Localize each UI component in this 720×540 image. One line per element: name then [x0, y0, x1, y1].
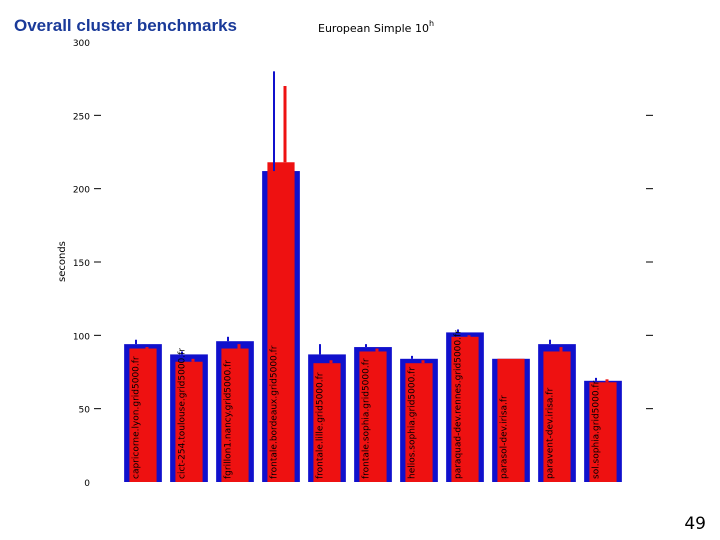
- category-label: frontale.bordeaux.grid5000.fr: [269, 345, 279, 479]
- category-label: frontale.lille.grid5000.fr: [315, 372, 325, 479]
- bar-series-2: [221, 348, 249, 482]
- page-number: 49: [684, 514, 706, 534]
- bar-series-2: [497, 358, 525, 482]
- y-axis-label: seconds: [57, 241, 68, 282]
- bar-series-2: [175, 361, 203, 482]
- y-tick-label: 0: [84, 479, 90, 489]
- chart-title-main: European Simple 10: [318, 22, 429, 35]
- category-label: capricorne.lyon.grid5000.fr: [131, 356, 141, 479]
- bar-series-2: [451, 336, 479, 482]
- y-ticks: 0 50 100 150 200 250 300: [73, 39, 653, 489]
- bar-series-2: [313, 363, 341, 482]
- category-label: sol.sophia.grid5000.fr: [591, 380, 601, 479]
- y-tick-label: 200: [73, 186, 90, 196]
- y-tick-label: 100: [73, 332, 90, 342]
- bars: capricorne.lyon.grid5000.fr cict-254.toul…: [124, 71, 622, 483]
- category-label: fgrillon1.nancy.grid5000.fr: [223, 360, 233, 479]
- category-label: paraquad-dev.rennes.grid5000.fr: [453, 330, 463, 479]
- y-tick-label: 50: [79, 406, 91, 416]
- y-tick-label: 250: [73, 112, 90, 122]
- bar-series-2: [359, 351, 387, 482]
- bar-series-2: [405, 363, 433, 482]
- category-label: parasol-dev.irisa.fr: [499, 395, 509, 479]
- bar-series-2: [589, 382, 617, 482]
- category-label: cict-254.toulouse.grid5000.fr: [177, 348, 187, 479]
- y-tick-label: 300: [73, 39, 90, 49]
- chart-title-superscript: h: [429, 19, 434, 28]
- chart-title: European Simple 10h: [318, 19, 434, 35]
- bar-series-2: [129, 348, 157, 482]
- slide-title: Overall cluster benchmarks: [14, 16, 238, 35]
- category-label: frontale.sophia.grid5000.fr: [361, 358, 371, 479]
- bar-series-2: [267, 162, 295, 482]
- category-label: helios.sophia.grid5000.fr: [407, 367, 417, 479]
- category-label: paravent-dev.irisa.fr: [545, 388, 555, 479]
- bar-series-2: [543, 351, 571, 482]
- y-tick-label: 150: [73, 259, 90, 269]
